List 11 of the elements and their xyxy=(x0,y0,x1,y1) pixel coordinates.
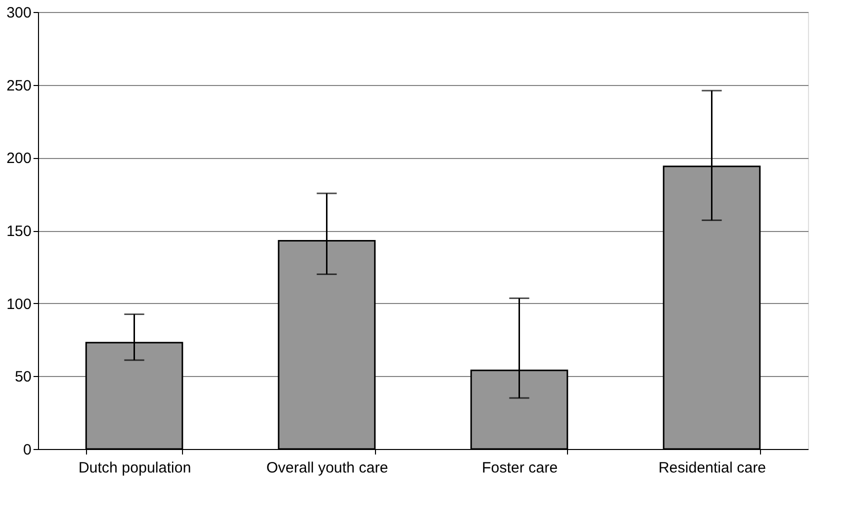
y-tick-label: 200 xyxy=(6,150,32,168)
y-tick-label: 100 xyxy=(6,296,32,313)
x-tick-label: Foster care xyxy=(482,460,558,476)
y-tick-label: 50 xyxy=(14,368,32,386)
x-tick-label: Residential care xyxy=(658,460,766,476)
y-tick-label: 300 xyxy=(6,4,32,22)
y-tick-label: 250 xyxy=(6,77,32,94)
y-tick-label: 150 xyxy=(6,223,32,240)
y-tick-label: 0 xyxy=(23,442,32,458)
x-tick-label: Dutch population xyxy=(78,460,192,476)
x-tick-label: Overall youth care xyxy=(266,460,388,476)
